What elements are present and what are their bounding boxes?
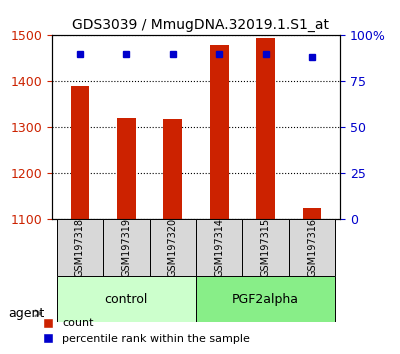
Text: GSM197319: GSM197319	[121, 218, 131, 277]
FancyBboxPatch shape	[103, 219, 150, 276]
Bar	[164, 119, 182, 219]
Text: GSM197318: GSM197318	[75, 218, 85, 277]
Bar	[117, 118, 136, 219]
Legend: count, percentile rank within the sample: count, percentile rank within the sample	[38, 314, 254, 348]
FancyBboxPatch shape	[57, 219, 103, 276]
FancyBboxPatch shape	[289, 219, 335, 276]
Text: PGF2alpha: PGF2alpha	[232, 293, 299, 306]
Bar	[70, 86, 89, 219]
Text: control: control	[105, 293, 148, 306]
Bar	[256, 38, 275, 219]
Text: GSM197320: GSM197320	[168, 218, 178, 278]
FancyBboxPatch shape	[242, 219, 289, 276]
FancyBboxPatch shape	[196, 219, 242, 276]
FancyBboxPatch shape	[57, 276, 196, 322]
FancyBboxPatch shape	[196, 276, 335, 322]
Text: GSM197314: GSM197314	[214, 218, 224, 277]
Bar	[210, 45, 228, 219]
Text: GDS3039 / MmugDNA.32019.1.S1_at: GDS3039 / MmugDNA.32019.1.S1_at	[72, 18, 328, 32]
Text: GSM197316: GSM197316	[307, 218, 317, 277]
Text: GSM197315: GSM197315	[261, 218, 271, 278]
FancyBboxPatch shape	[150, 219, 196, 276]
Bar	[303, 208, 322, 219]
Text: agent: agent	[8, 307, 44, 320]
